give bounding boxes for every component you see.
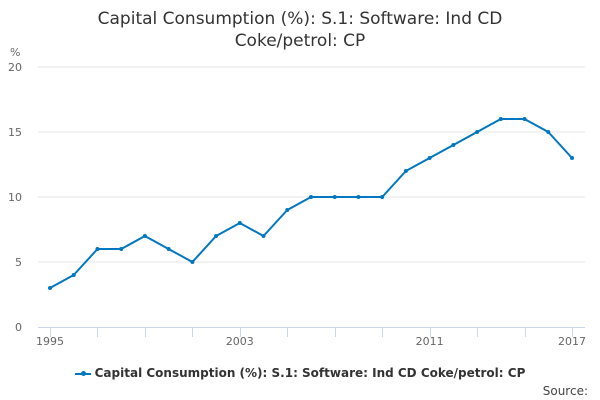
legend-swatch bbox=[74, 370, 91, 376]
legend-item[interactable]: Capital Consumption (%): S.1: Software: … bbox=[0, 366, 600, 380]
chart-title-line-2: Coke/petrol: CP bbox=[234, 31, 366, 51]
data-point bbox=[119, 247, 124, 251]
source-label: Source: bbox=[542, 384, 588, 398]
x-tick-label: 1995 bbox=[36, 335, 64, 348]
y-tick-label: 5 bbox=[15, 256, 22, 269]
data-point bbox=[214, 234, 219, 238]
y-tick-label: 10 bbox=[8, 191, 22, 204]
data-point bbox=[475, 130, 480, 134]
y-tick-label: 0 bbox=[15, 321, 22, 334]
data-point bbox=[95, 247, 100, 251]
x-tick-label: 2011 bbox=[416, 335, 444, 348]
data-point bbox=[48, 286, 52, 290]
data-point bbox=[570, 156, 574, 160]
chart-title-line-1: Capital Consumption (%): S.1: Software: … bbox=[97, 9, 503, 29]
data-point bbox=[309, 195, 313, 199]
data-point bbox=[261, 234, 266, 238]
y-tick-label: 20 bbox=[8, 61, 22, 74]
data-point bbox=[403, 169, 408, 173]
data-point bbox=[166, 247, 171, 251]
series-line bbox=[49, 118, 573, 289]
data-point bbox=[237, 221, 242, 225]
data-point bbox=[522, 117, 527, 121]
chart-title: Capital Consumption (%): S.1: Software: … bbox=[0, 8, 600, 52]
legend-label: Capital Consumption (%): S.1: Software: … bbox=[94, 366, 526, 380]
data-point bbox=[142, 234, 147, 238]
x-tick-label: 2003 bbox=[226, 335, 254, 348]
y-tick-label: 15 bbox=[8, 126, 22, 139]
data-point bbox=[190, 260, 195, 264]
data-point bbox=[380, 195, 385, 199]
data-point bbox=[71, 273, 76, 277]
data-point bbox=[427, 156, 432, 160]
data-point bbox=[451, 143, 456, 147]
x-tick-label: 2017 bbox=[558, 335, 586, 348]
data-point bbox=[332, 195, 337, 199]
data-point bbox=[546, 130, 551, 134]
data-point bbox=[498, 117, 503, 121]
data-point bbox=[285, 208, 290, 212]
y-axis-label: % bbox=[10, 46, 20, 59]
data-point bbox=[356, 195, 361, 199]
